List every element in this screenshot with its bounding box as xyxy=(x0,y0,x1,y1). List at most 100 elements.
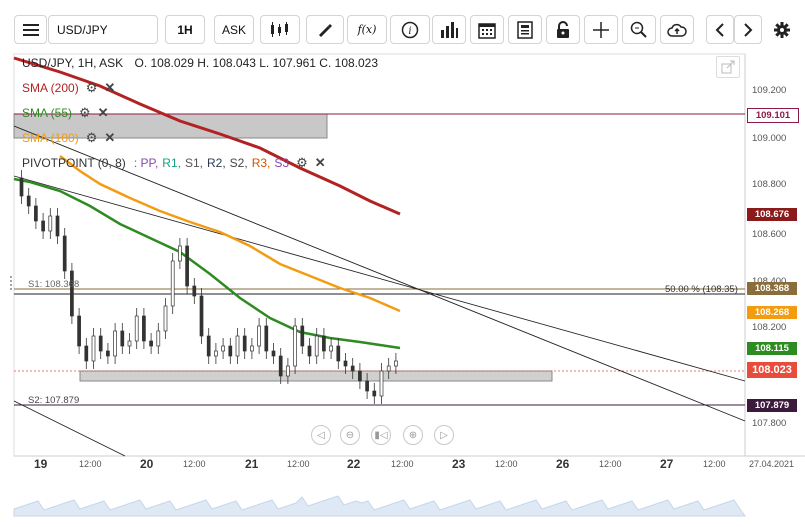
sma-100-line xyxy=(59,155,401,313)
candle xyxy=(106,350,110,357)
time-label: 12:00 xyxy=(495,459,518,469)
info-button[interactable]: i xyxy=(390,15,430,44)
zoom-in-icon: ⊕ xyxy=(408,429,418,441)
gear-icon[interactable]: ⚙ xyxy=(296,155,308,170)
candle xyxy=(149,340,153,347)
nav-back-button[interactable]: ◁ xyxy=(311,425,331,445)
time-label: 12:00 xyxy=(391,459,414,469)
crosshair-button[interactable] xyxy=(584,15,618,44)
reset-view-button[interactable]: ▮◁ xyxy=(371,425,391,445)
indicator-row-pivot: PIVOTPOINT (0, 8) : PP, R1, S1, R2, S2, … xyxy=(22,155,326,171)
pencil-icon xyxy=(319,23,332,37)
pivot-legend-s1: S1, xyxy=(184,156,203,170)
s2-label: S2: 107.879 xyxy=(28,395,79,406)
close-icon[interactable]: ✕ xyxy=(314,155,326,170)
zoom-button[interactable] xyxy=(622,15,656,44)
candle xyxy=(214,350,218,357)
price-tick: 109.000 xyxy=(752,133,786,144)
pivot-legend-pp: : PP, xyxy=(133,156,159,170)
indicator-label: PIVOTPOINT (0, 8) xyxy=(22,156,126,170)
zoom-out-button[interactable]: ⊖ xyxy=(340,425,360,445)
candle xyxy=(98,335,103,352)
candle xyxy=(34,205,38,222)
candle xyxy=(394,360,398,367)
candle xyxy=(257,325,261,347)
candle xyxy=(386,365,391,372)
nav-forward-button[interactable]: ▷ xyxy=(434,425,454,445)
price-type-label: ASK xyxy=(221,22,246,37)
price-label-109101: 109.101 xyxy=(747,108,799,123)
time-label: 12:00 xyxy=(183,459,206,469)
expand-button[interactable] xyxy=(716,56,740,78)
indicator-row-sma55: SMA (55) ⚙ ✕ xyxy=(22,105,109,121)
info-icon: i xyxy=(401,21,419,38)
candle xyxy=(199,295,204,337)
settings-button[interactable] xyxy=(765,15,799,44)
price-label-108368: 108.368 xyxy=(747,282,797,295)
gear-icon[interactable]: ⚙ xyxy=(85,80,98,95)
price-type-button[interactable]: ASK xyxy=(214,15,254,44)
price-chart[interactable]: 109.200 109.000 108.800 108.600 108.400 … xyxy=(0,46,805,527)
price-tick: 108.600 xyxy=(752,229,786,240)
gear-icon[interactable]: ⚙ xyxy=(85,130,98,145)
upload-button[interactable] xyxy=(660,15,694,44)
end-date-label: 27.04.2021 xyxy=(749,459,795,469)
candle xyxy=(322,335,326,352)
symbol-text: USD/JPY xyxy=(57,22,108,37)
price-label-108115: 108.115 xyxy=(747,342,797,355)
candle xyxy=(379,370,384,397)
bar-chart-icon xyxy=(441,21,458,38)
candle xyxy=(286,365,290,377)
trend-line-mid[interactable] xyxy=(13,175,746,382)
candle xyxy=(221,345,225,352)
sma-200-line xyxy=(13,56,401,216)
draw-tool-button[interactable] xyxy=(306,15,344,44)
indicators-button[interactable]: f(x) xyxy=(347,15,387,44)
time-label: 12:00 xyxy=(599,459,622,469)
timeframe-button[interactable]: 1H xyxy=(165,15,205,44)
volume-button[interactable] xyxy=(432,15,466,44)
close-icon[interactable]: ✕ xyxy=(97,105,109,120)
scroll-left-button[interactable] xyxy=(706,15,734,44)
close-icon[interactable]: ✕ xyxy=(104,80,116,95)
news-button[interactable] xyxy=(508,15,542,44)
symbol-input[interactable]: USD/JPY xyxy=(48,15,158,44)
svg-text:i: i xyxy=(408,26,411,37)
scroll-right-button[interactable] xyxy=(734,15,762,44)
close-icon[interactable]: ✕ xyxy=(104,130,116,145)
lock-button[interactable] xyxy=(546,15,580,44)
candle xyxy=(178,245,182,262)
pivot-legend-r2: R2, xyxy=(206,156,226,170)
candle xyxy=(70,270,74,317)
day-label: 23 xyxy=(452,457,466,471)
price-label-107879: 107.879 xyxy=(747,399,797,412)
candle xyxy=(113,330,117,357)
candle xyxy=(156,330,161,347)
pivot-legend-r3: R3, xyxy=(251,156,271,170)
indicator-row-sma100: SMA (100) ⚙ ✕ xyxy=(22,130,115,146)
day-label: 20 xyxy=(140,457,154,471)
time-label: 12:00 xyxy=(703,459,726,469)
chart-type-button[interactable] xyxy=(260,15,300,44)
gear-icon[interactable]: ⚙ xyxy=(79,105,91,120)
price-tick: 108.200 xyxy=(752,322,786,333)
candle xyxy=(329,345,333,352)
trend-line-upper[interactable] xyxy=(13,125,746,422)
expand-icon xyxy=(721,60,735,74)
candle xyxy=(120,330,125,347)
pivot-legend-r1: R1, xyxy=(162,156,181,170)
price-tick: 108.400 xyxy=(752,276,786,287)
chart-header: USD/JPY, 1H, ASK O. 108.029 H. 108.043 L… xyxy=(22,56,378,70)
magnifier-icon xyxy=(630,21,647,38)
candle xyxy=(77,315,81,347)
candle xyxy=(242,335,247,352)
timeframe-label: 1H xyxy=(177,22,193,37)
candle xyxy=(170,260,175,307)
zoom-in-button[interactable]: ⊕ xyxy=(403,425,423,445)
indicator-label: SMA (55) xyxy=(22,106,73,120)
trend-line-lower[interactable] xyxy=(13,400,126,457)
candle xyxy=(365,380,369,392)
calendar-button[interactable] xyxy=(470,15,504,44)
menu-button[interactable] xyxy=(14,15,47,44)
candle xyxy=(91,335,96,362)
